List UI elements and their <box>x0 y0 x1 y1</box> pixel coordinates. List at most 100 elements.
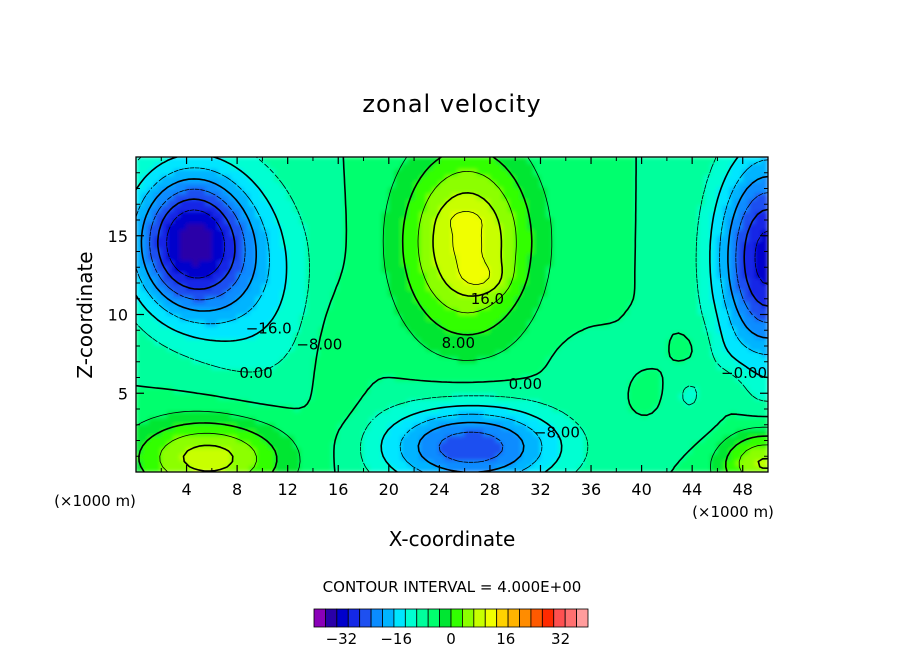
field-cell <box>325 386 333 394</box>
field-cell <box>401 453 409 461</box>
field-cell <box>578 308 586 315</box>
field-cell <box>685 271 693 279</box>
field-cell <box>571 192 579 200</box>
field-cell <box>445 404 453 412</box>
field-cell <box>647 392 655 400</box>
field-cell <box>312 192 320 200</box>
field-cell <box>685 283 693 291</box>
field-cell <box>211 350 219 358</box>
field-cell <box>167 241 175 249</box>
field-cell <box>236 338 244 346</box>
field-cell <box>533 447 541 455</box>
field-cell <box>559 404 567 412</box>
field-cell <box>685 465 693 472</box>
field-cell <box>211 453 219 461</box>
field-cell <box>672 277 680 285</box>
field-cell <box>552 386 560 394</box>
field-cell <box>262 211 270 218</box>
field-cell <box>236 229 244 237</box>
field-cell <box>255 447 263 455</box>
field-cell <box>540 295 548 303</box>
field-cell <box>262 453 270 461</box>
field-cell <box>382 180 390 188</box>
field-cell <box>337 344 345 352</box>
field-cell <box>483 320 491 328</box>
field-cell <box>413 186 421 194</box>
field-cell <box>243 186 251 194</box>
field-cell <box>160 174 168 182</box>
field-cell <box>584 423 592 430</box>
field-cell <box>230 229 238 237</box>
field-cell <box>533 338 541 346</box>
field-cell <box>470 229 478 237</box>
field-cell <box>198 199 206 206</box>
field-cell <box>445 453 453 461</box>
field-cell <box>331 326 339 334</box>
field-cell <box>685 199 693 206</box>
field-cell <box>287 223 295 231</box>
field-cell <box>483 398 491 406</box>
field-cell <box>186 411 194 418</box>
field-cell <box>394 186 402 194</box>
field-cell <box>540 217 548 225</box>
field-cell <box>546 314 554 321</box>
field-cell <box>495 205 503 212</box>
field-cell <box>306 362 314 370</box>
field-cell <box>748 441 756 449</box>
field-cell <box>167 441 175 449</box>
field-cell <box>394 217 402 225</box>
field-cell <box>489 411 497 418</box>
field-cell <box>211 199 219 206</box>
field-cell <box>230 332 238 340</box>
field-cell <box>356 186 364 194</box>
field-cell <box>280 271 289 279</box>
field-cell <box>274 186 282 194</box>
field-cell <box>198 417 206 424</box>
field-cell <box>634 314 642 321</box>
field-cell <box>375 168 383 176</box>
field-cell <box>704 271 712 279</box>
field-cell <box>710 283 718 291</box>
field-cell <box>141 320 150 328</box>
field-cell <box>489 338 497 346</box>
field-cell <box>337 211 345 218</box>
field-cell <box>350 380 358 388</box>
field-cell <box>622 295 630 303</box>
field-cell <box>394 301 402 309</box>
field-cell <box>666 235 674 243</box>
field-cell <box>382 362 390 370</box>
field-cell <box>660 314 668 321</box>
field-cell <box>666 392 674 400</box>
field-cell <box>167 459 175 467</box>
field-cell <box>280 308 289 315</box>
field-cell <box>363 423 371 430</box>
field-cell <box>754 314 763 321</box>
field-cell <box>438 459 447 467</box>
field-cell <box>571 229 579 237</box>
field-cell <box>596 229 605 237</box>
field-cell <box>243 180 251 188</box>
field-cell <box>299 338 308 346</box>
field-cell <box>205 235 213 243</box>
field-cell <box>552 338 560 346</box>
field-cell <box>148 326 156 334</box>
field-cell <box>533 453 541 461</box>
field-cell <box>729 392 737 400</box>
field-cell <box>312 326 320 334</box>
field-cell <box>578 217 586 225</box>
field-cell <box>154 435 162 443</box>
field-cell <box>325 441 333 449</box>
field-cell <box>445 465 453 472</box>
field-cell <box>521 241 529 249</box>
field-cell <box>287 374 295 382</box>
field-cell <box>710 205 718 212</box>
field-cell <box>312 289 320 297</box>
field-cell <box>571 211 579 218</box>
field-cell <box>325 271 333 279</box>
field-cell <box>647 277 655 285</box>
field-cell <box>318 380 326 388</box>
field-cell <box>160 392 168 400</box>
field-cell <box>369 229 377 237</box>
field-cell <box>363 223 371 231</box>
field-cell <box>470 259 478 267</box>
